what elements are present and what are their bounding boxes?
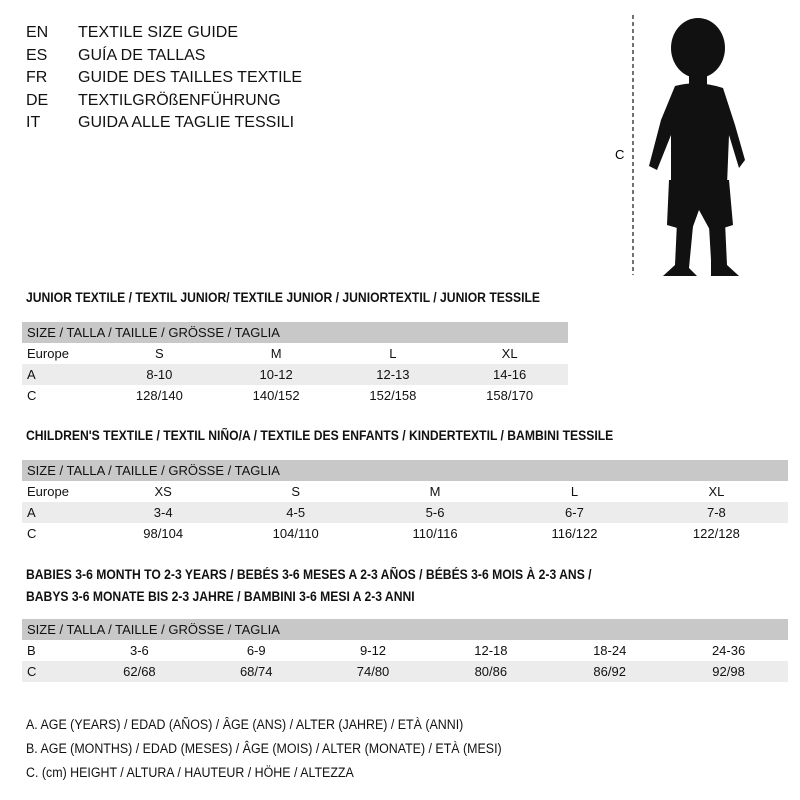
cell: 68/74 (197, 661, 315, 682)
cell: 18-24 (593, 643, 627, 658)
cell: Europe (27, 484, 69, 499)
cell: 14-16 (451, 364, 568, 385)
children-title: CHILDREN'S TEXTILE / TEXTIL NIÑO/A / TEX… (26, 428, 614, 443)
cell: A (22, 502, 101, 523)
cell: 86/92 (550, 661, 670, 682)
cell: A (22, 364, 101, 385)
legend-item: B. AGE (MONTHS) / EDAD (MESES) / ÂGE (MO… (26, 741, 502, 756)
cell: 7-8 (644, 502, 788, 523)
table-row: B 3-6 6-9 9-12 12-18 18-24 24-36 (22, 640, 788, 661)
measure-label: C (615, 147, 624, 162)
babies-title-line1: BABIES 3-6 MONTH TO 2-3 YEARS / BEBÉS 3-… (26, 567, 592, 582)
size-header: SIZE / TALLA / TAILLE / GRÖSSE / TAGLIA (22, 322, 568, 343)
lang-row: EN TEXTILE SIZE GUIDE (26, 22, 302, 45)
cell: 24-36 (711, 643, 746, 658)
table-row: Europe XS S M L XL (22, 481, 788, 502)
cell: 6-7 (504, 502, 645, 523)
babies-size-table: SIZE / TALLA / TAILLE / GRÖSSE / TAGLIA … (22, 619, 788, 682)
babies-title-line2: BABYS 3-6 MONATE BIS 2-3 JAHRE / BAMBINI… (26, 589, 415, 604)
junior-size-table: SIZE / TALLA / TAILLE / GRÖSSE / TAGLIA … (22, 322, 568, 406)
lang-row: FR GUIDE DES TAILLES TEXTILE (26, 67, 302, 90)
cell: L (389, 346, 397, 361)
table-row: C 128/140 140/152 152/158 158/170 (22, 385, 568, 406)
child-silhouette-icon: C (615, 15, 745, 276)
junior-title: JUNIOR TEXTILE / TEXTIL JUNIOR/ TEXTILE … (26, 290, 540, 305)
lang-title: GUIDE DES TAILLES TEXTILE (78, 69, 303, 86)
lang-row: ES GUÍA DE TALLAS (26, 45, 302, 68)
cell: 12-13 (334, 364, 452, 385)
lang-code: ES (26, 46, 48, 64)
table-row: Europe S M L XL (22, 343, 568, 364)
cell: 122/128 (692, 526, 740, 541)
cell: 5-6 (366, 502, 505, 523)
cell: 12-18 (474, 643, 508, 658)
cell: C (27, 526, 37, 541)
cell: 92/98 (669, 661, 788, 682)
cell: 104/110 (272, 526, 319, 541)
cell: 10-12 (217, 364, 335, 385)
cell: 9-12 (360, 643, 387, 658)
table-row: C 62/68 68/74 74/80 80/86 86/92 92/98 (22, 661, 788, 682)
child-figure: C (605, 10, 795, 290)
cell: C (22, 661, 81, 682)
cell: 3-6 (130, 643, 149, 658)
cell: 8-10 (101, 364, 218, 385)
table-row: A 8-10 10-12 12-13 14-16 (22, 364, 568, 385)
lang-code: DE (26, 91, 49, 109)
cell: B (27, 643, 36, 658)
cell: XL (708, 484, 725, 499)
cell: 80/86 (431, 661, 551, 682)
legend-item: A. AGE (YEARS) / EDAD (AÑOS) / ÂGE (ANS)… (26, 717, 464, 732)
cell: 3-4 (101, 502, 226, 523)
size-header: SIZE / TALLA / TAILLE / GRÖSSE / TAGLIA (22, 619, 788, 640)
lang-title: TEXTILE SIZE GUIDE (78, 24, 239, 41)
cell: 110/116 (412, 526, 458, 541)
size-header: SIZE / TALLA / TAILLE / GRÖSSE / TAGLIA (22, 460, 788, 481)
cell: 98/104 (143, 526, 184, 541)
table-row: C 98/104 104/110 110/116 116/122 122/128 (22, 523, 788, 544)
table-row: A 3-4 4-5 5-6 6-7 7-8 (22, 502, 788, 523)
children-size-table: SIZE / TALLA / TAILLE / GRÖSSE / TAGLIA … (22, 460, 788, 544)
lang-title: GUÍA DE TALLAS (78, 46, 206, 64)
lang-code: EN (26, 24, 49, 41)
cell: 74/80 (314, 661, 432, 682)
lang-row: IT GUIDA ALLE TAGLIE TESSILI (26, 112, 302, 135)
language-titles: EN TEXTILE SIZE GUIDE ES GUÍA DE TALLAS FR… (26, 22, 302, 135)
lang-title: GUIDA ALLE TAGLIE TESSILI (78, 114, 295, 131)
cell: S (155, 346, 164, 361)
cell: M (270, 346, 282, 361)
legend-item: C. (cm) HEIGHT / ALTURA / HAUTEUR / HÖHE… (26, 765, 354, 780)
cell: 116/122 (551, 526, 598, 541)
lang-code: IT (26, 114, 41, 131)
lang-row: DE TEXTILGRÖßENFÜHRUNG (26, 90, 302, 113)
cell: 158/170 (486, 388, 534, 403)
cell: 62/68 (81, 661, 198, 682)
cell: L (570, 484, 579, 499)
cell: 6-9 (246, 643, 266, 658)
cell: XS (154, 484, 172, 499)
cell: 140/152 (252, 388, 300, 403)
cell: 4-5 (225, 502, 366, 523)
cell: C (27, 388, 37, 403)
lang-title: TEXTILGRÖßENFÜHRUNG (78, 91, 281, 109)
cell: 152/158 (369, 388, 417, 403)
cell: XL (501, 346, 518, 361)
legend: A. AGE (YEARS) / EDAD (AÑOS) / ÂGE (ANS)… (26, 713, 502, 785)
cell: S (291, 484, 300, 499)
cell: 128/140 (135, 388, 183, 403)
cell: Europe (27, 346, 69, 361)
cell: M (429, 484, 441, 499)
lang-code: FR (26, 69, 48, 86)
